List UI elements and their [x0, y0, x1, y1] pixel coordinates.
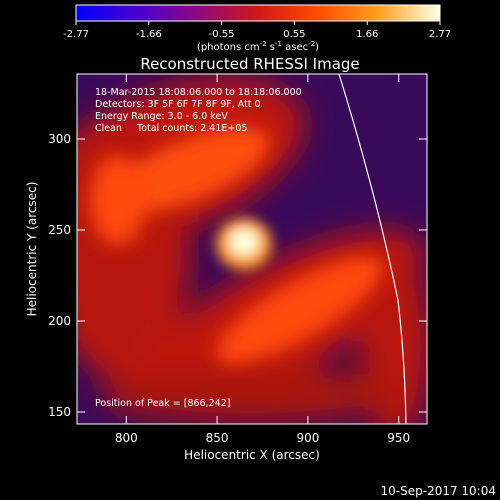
info-detectors: Detectors: 3F 5F 6F 7F 8F 9F, Att 0	[95, 99, 261, 110]
y-tick-label: 200	[48, 314, 71, 328]
x-axis-label: Heliocentric X (arcsec)	[184, 448, 320, 462]
x-tick-label: 950	[387, 431, 410, 445]
x-axis	[125, 74, 400, 424]
x-tick-label: 850	[206, 431, 229, 445]
x-tick-label: 900	[296, 431, 319, 445]
image-info: 18-Mar-2015 18:08:06.000 to 18:18:06.000…	[95, 87, 302, 134]
emission-left-knot	[90, 155, 146, 245]
info-energy-range: Energy Range: 3.0 - 6.0 keV	[95, 111, 228, 122]
rhessi-image	[77, 74, 427, 424]
footer-timestamp: 10-Sep-2017 10:04	[381, 484, 496, 498]
y-axis-label: Heliocentric Y (arcsec)	[25, 182, 39, 317]
colorbar: -2.77 -1.66 -0.55 0.55 1.66 2.77 (photon…	[63, 4, 451, 53]
y-axis	[77, 138, 427, 413]
plot-title: Reconstructed RHESSI Image	[140, 55, 359, 73]
y-tick-label: 250	[48, 223, 71, 237]
y-tick-label: 150	[48, 405, 71, 419]
emission-lower-knots	[216, 256, 384, 364]
colorbar-tick-label: -1.66	[136, 29, 162, 40]
plot-frame	[76, 73, 428, 425]
y-tick-label: 300	[48, 132, 71, 146]
emission-peak	[229, 228, 259, 256]
colorbar-tick-label: -0.55	[209, 29, 235, 40]
emission-upper-knots	[110, 127, 270, 213]
info-time-range: 18-Mar-2015 18:08:06.000 to 18:18:06.000	[95, 87, 302, 98]
solar-limb	[338, 74, 407, 424]
colorbar-tick-label: -2.77	[63, 29, 89, 40]
colorbar-ticks	[75, 21, 441, 25]
colorbar-tick-label: 0.55	[283, 29, 305, 40]
emission-bottom-arc	[100, 367, 400, 423]
peak-position-label: Position of Peak = [866,242]	[95, 398, 230, 409]
colorbar-units: (photons cm-2 s-1 asec-2)	[197, 40, 319, 53]
colorbar-tick-label: 2.77	[429, 29, 451, 40]
info-clean-counts: Clean Total counts: 2.41E+05	[95, 123, 247, 134]
x-tick-label: 800	[115, 431, 138, 445]
colorbar-tick-label: 1.66	[356, 29, 378, 40]
colorbar-gradient	[75, 4, 441, 22]
